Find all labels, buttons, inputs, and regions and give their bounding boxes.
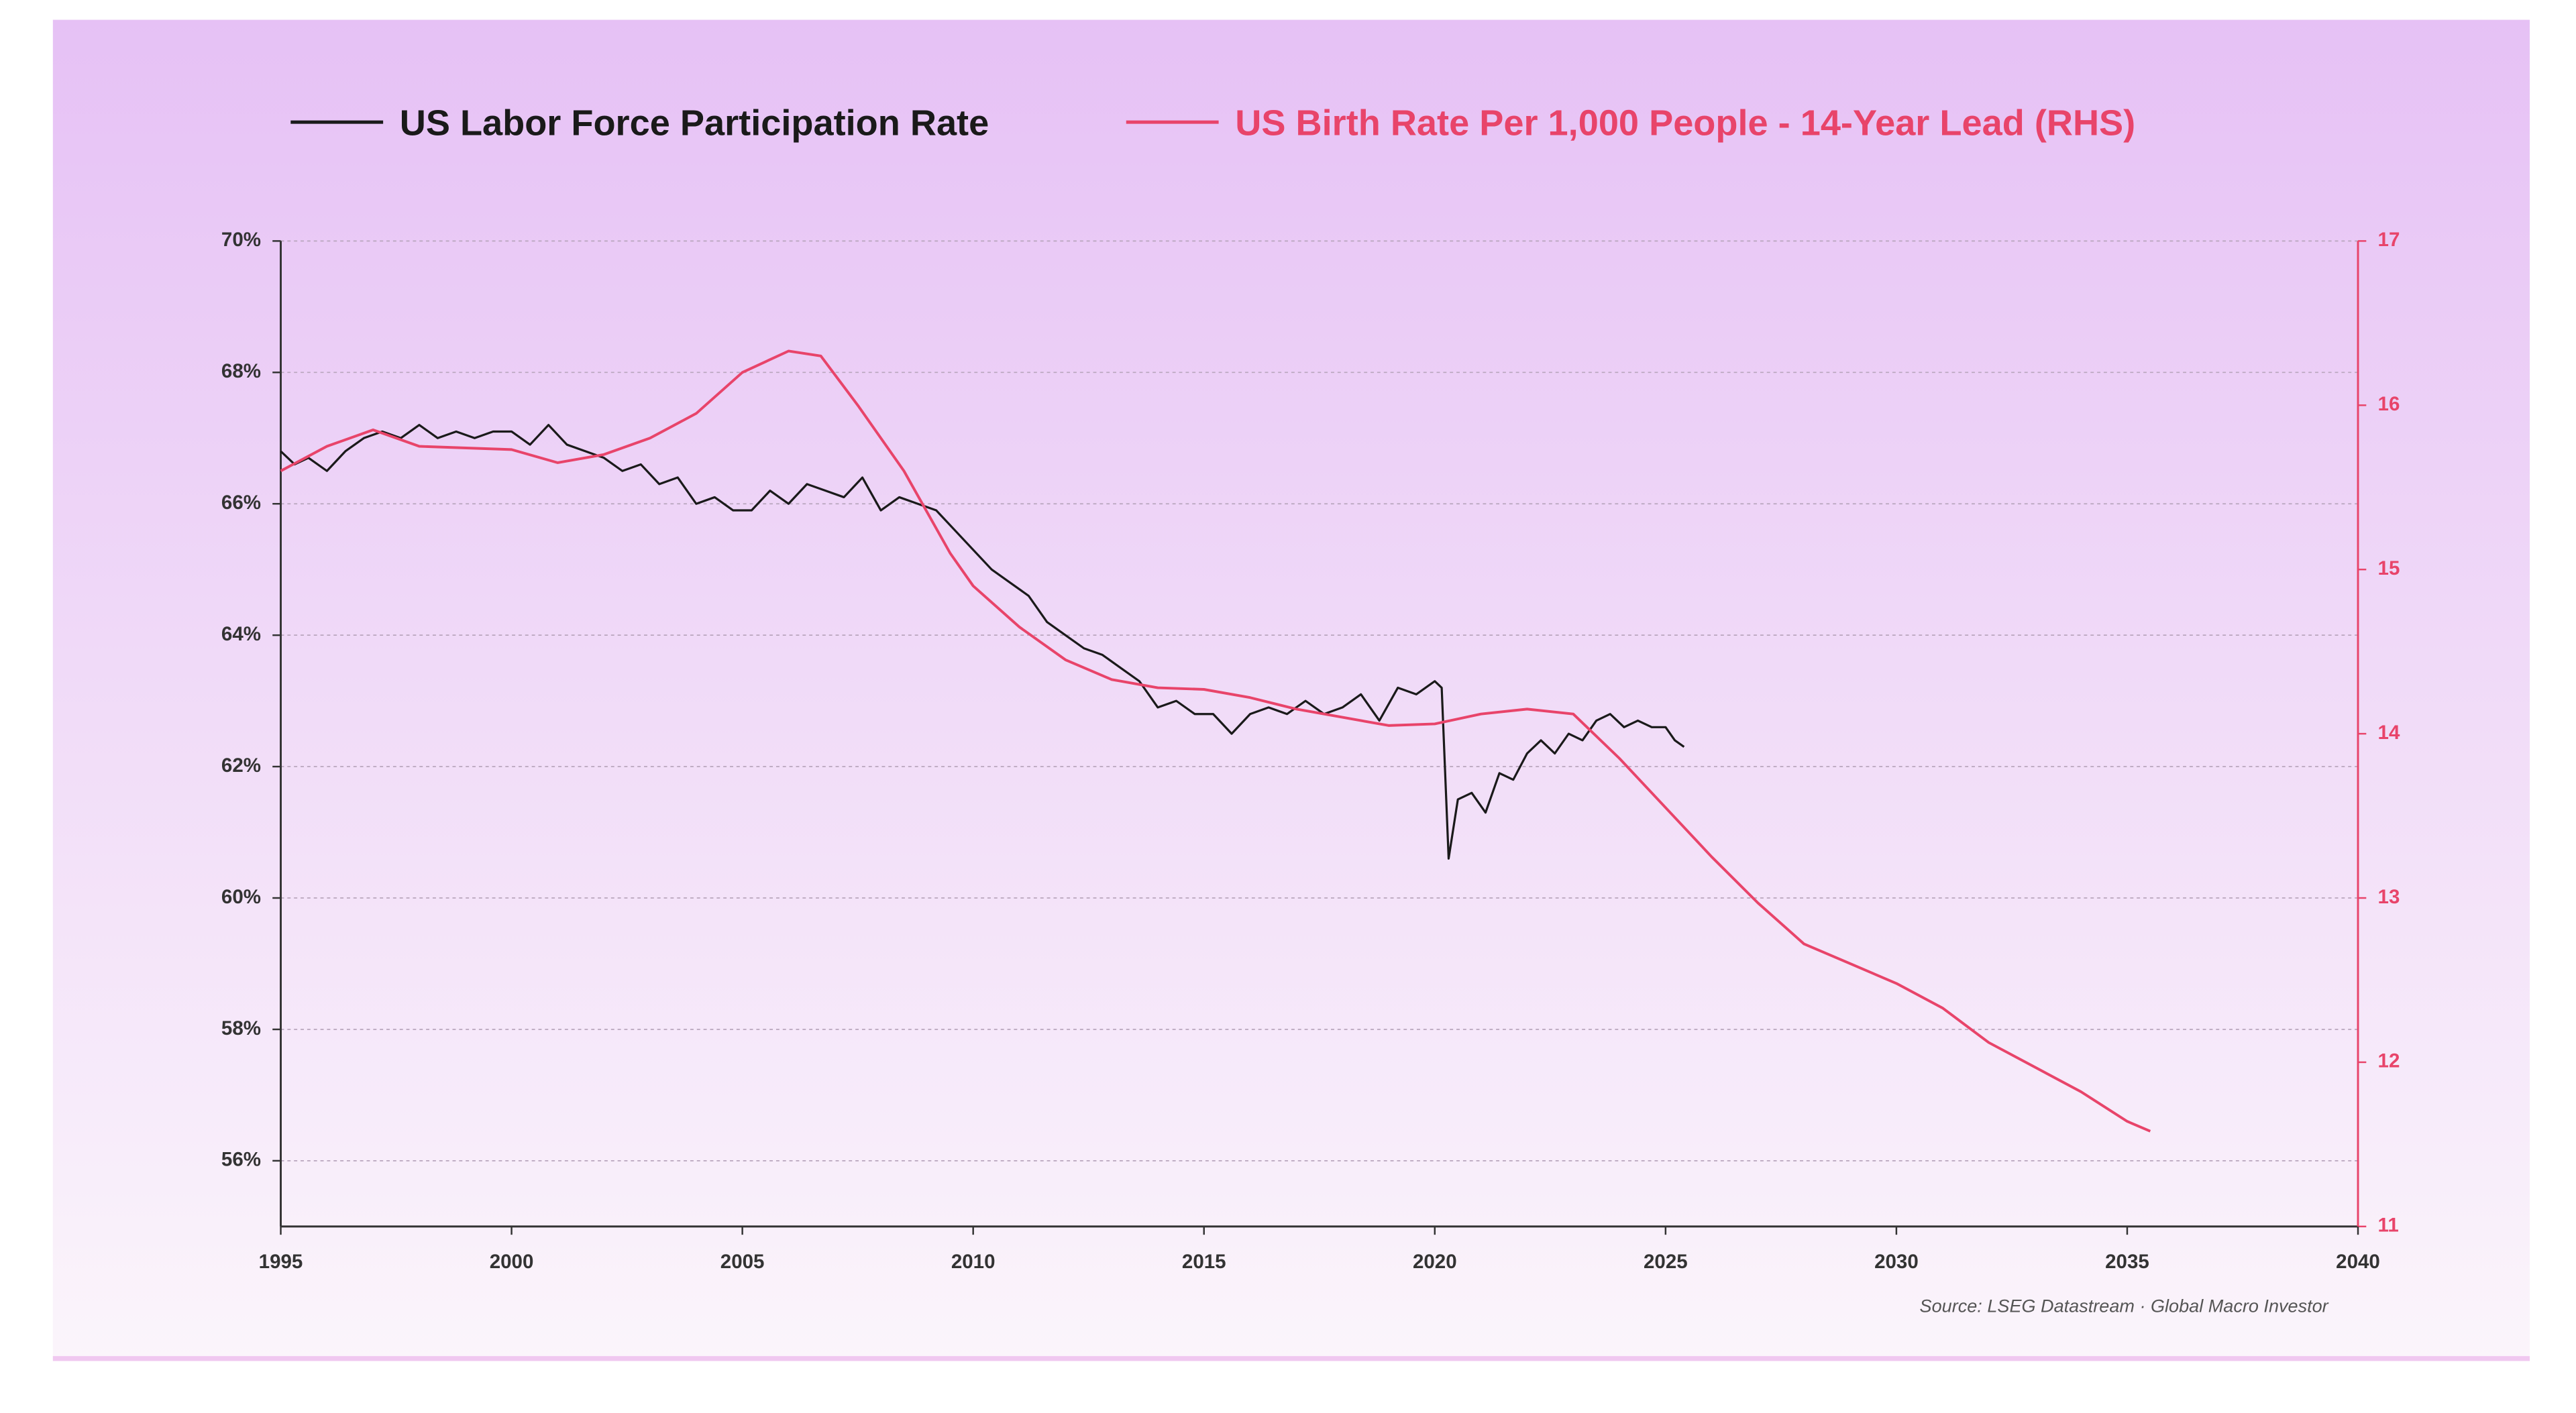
x-tick-label: 2035 <box>2105 1251 2149 1273</box>
y-tick-label: 64% <box>221 623 261 645</box>
y-tick-label: 58% <box>221 1017 261 1039</box>
y2-tick-label: 17 <box>2378 229 2400 251</box>
y2-tick-label: 15 <box>2378 557 2400 579</box>
x-tick-label: 2030 <box>1874 1251 1919 1273</box>
y2-tick-label: 11 <box>2378 1214 2399 1237</box>
y2-tick-label: 16 <box>2378 393 2400 415</box>
x-tick-label: 2020 <box>1413 1251 1457 1273</box>
x-tick-label: 2000 <box>490 1251 534 1273</box>
y-tick-label: 56% <box>221 1149 261 1171</box>
y-tick-label: 60% <box>221 886 261 908</box>
x-tick-label: 2005 <box>720 1251 765 1273</box>
y2-tick-label: 12 <box>2378 1050 2400 1072</box>
legend-label: US Labor Force Participation Rate <box>400 103 989 143</box>
series-line <box>280 424 1685 860</box>
y-tick-label: 68% <box>221 360 261 382</box>
chart-background <box>52 19 2530 1361</box>
y-tick-label: 66% <box>221 492 261 514</box>
x-tick-label: 2025 <box>1644 1251 1688 1273</box>
y-tick-label: 62% <box>221 754 261 777</box>
x-tick-label: 2040 <box>2336 1251 2380 1273</box>
y2-tick-label: 13 <box>2378 886 2400 908</box>
legend-label: US Birth Rate Per 1,000 People - 14-Year… <box>1235 103 2135 143</box>
y2-tick-label: 14 <box>2378 722 2400 744</box>
x-tick-label: 1995 <box>259 1251 303 1273</box>
source-note: Source: LSEG Datastream · Global Macro I… <box>1920 1296 2329 1316</box>
x-tick-label: 2010 <box>951 1251 996 1273</box>
y-tick-label: 70% <box>221 229 261 251</box>
x-tick-label: 2015 <box>1182 1251 1226 1273</box>
series-line <box>280 349 2151 1133</box>
